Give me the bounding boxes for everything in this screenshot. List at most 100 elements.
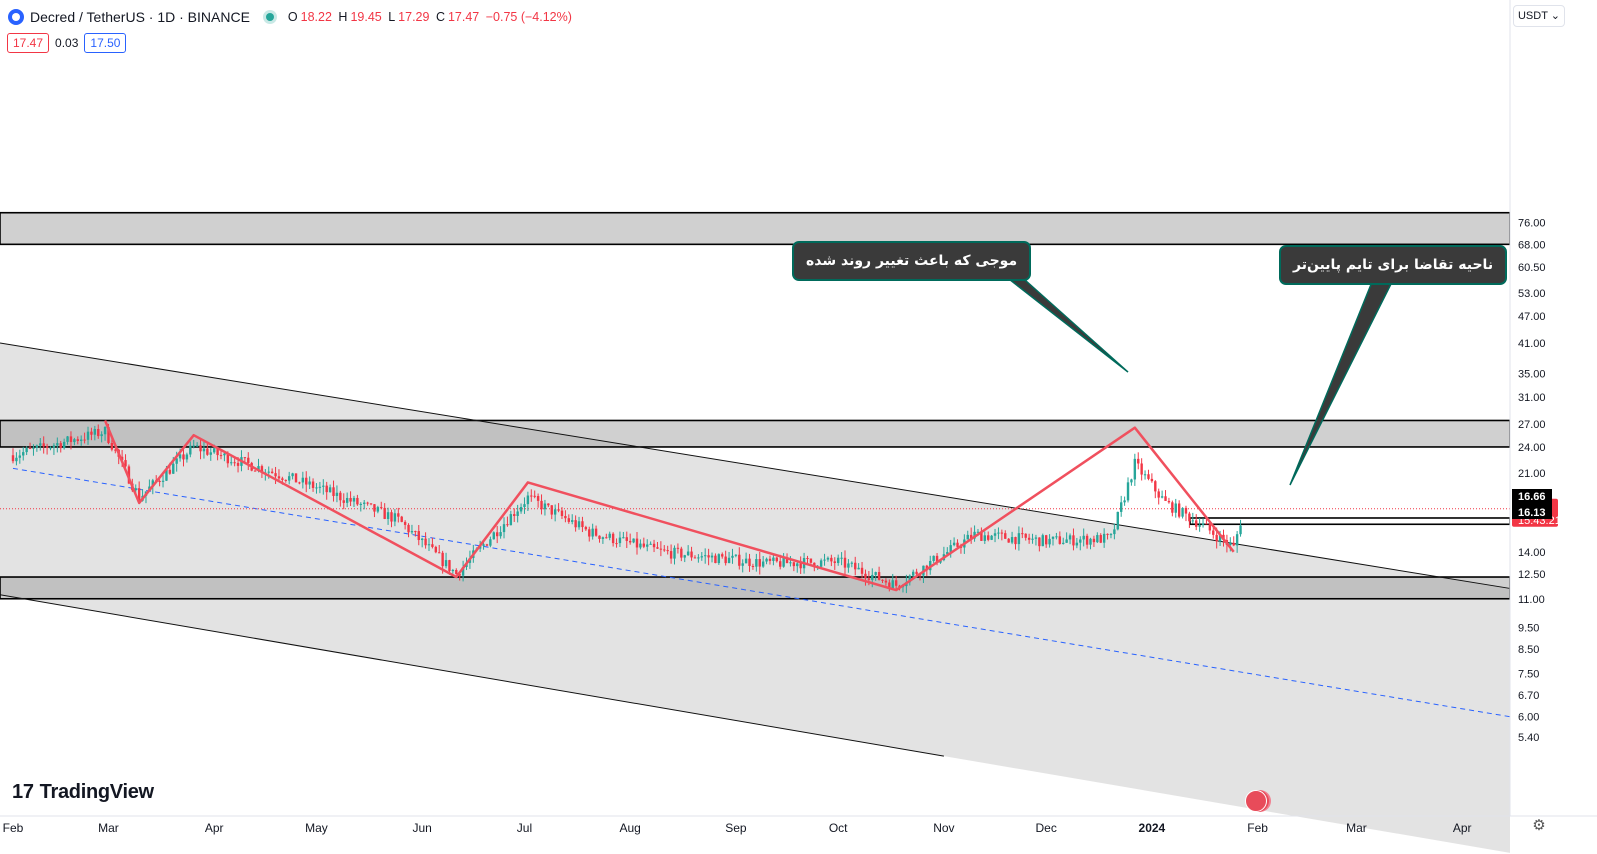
candle-body [867,578,871,580]
candle-body [1027,537,1031,540]
x-tick-label: Apr [205,821,224,835]
candle-body [455,570,458,575]
candle-body [1085,535,1089,545]
candle-body [533,495,536,497]
candle-body [1212,530,1215,535]
candle-body [1123,500,1126,503]
settings-gear-icon[interactable]: ⚙ [1532,817,1546,834]
candle-body [1160,496,1164,498]
candle-body [1164,496,1167,501]
candle-body [932,555,935,561]
candle-body [734,554,738,556]
candle-body [724,556,727,564]
candle-body [1157,491,1160,498]
candle-body [305,477,308,485]
candle-body [530,495,533,497]
candle-body [594,528,598,536]
candle-body [56,443,59,446]
candle-body [782,557,785,567]
demand-annotation[interactable]: ناحیه تقاضا برای تایم پایین‌تر [1279,245,1508,285]
candle-body [66,436,69,442]
candle-body [230,462,233,464]
candle-body [956,542,959,547]
candle-body [485,544,489,546]
candle-body [1106,533,1109,535]
candle-body [830,557,833,562]
zone-2 [0,576,1511,600]
x-tick-label: Jun [413,821,432,835]
candle-body [785,557,789,564]
candle-body [25,448,28,453]
candle-body [707,555,710,558]
candle-body [625,537,628,541]
candle-body [1092,538,1096,543]
candle-body [847,563,850,568]
candle-body [192,445,195,447]
candle-body [836,557,840,563]
candle-body [721,554,724,557]
candle-body [35,445,39,448]
candle-body [1143,474,1147,476]
candle-body [1133,458,1137,480]
candle-body [649,543,652,545]
candle-body [114,449,117,451]
candle-body [1058,536,1062,544]
wave-callout-pointer [997,271,1129,373]
candle-body [840,557,843,559]
candle-body [1031,538,1034,540]
candle-body [366,502,369,504]
candle-body [741,563,744,566]
candle-body [727,557,731,564]
candle-body [1068,535,1072,540]
candle-body [376,507,380,512]
candle-body [165,469,168,481]
candle-body [489,539,492,546]
candle-body [18,455,22,458]
candle-body [1191,520,1195,522]
candle-body [1065,539,1068,543]
candle-body [516,511,519,516]
candle-body [676,547,680,549]
candle-body [571,520,574,522]
candle-body [62,441,66,449]
candle-body [755,559,758,567]
candle-body [987,535,990,540]
candle-body [1188,513,1191,522]
candle-body [1072,535,1075,546]
currency-button[interactable]: USDT ⌄ [1513,5,1565,27]
candle-body [871,574,874,580]
y-tick-label: 60.50 [1518,262,1546,274]
candle-body [386,512,390,519]
candle-body [877,572,881,580]
channel-lower-line [0,594,944,757]
x-tick-label: Feb [3,821,24,835]
symbol-title[interactable]: Decred / TetherUS · 1D · BINANCE [30,9,250,25]
candle-body [499,532,502,537]
wave-pattern-line [103,420,1235,592]
candle-body [1055,536,1058,538]
candle-body [990,535,993,540]
wave-annotation[interactable]: موجی که باعث تغییر روند شده [792,241,1032,281]
y-tick-label: 6.00 [1518,712,1539,724]
candle-body [1099,535,1102,543]
buy-button[interactable]: 17.50 [84,33,127,53]
candle-body [236,462,240,466]
channel-upper-line [0,342,1511,589]
economic-events-icon[interactable] [1245,790,1267,812]
candle-body [281,478,284,480]
candle-body [714,555,717,564]
candle-body [686,551,690,556]
candle-body [553,509,557,515]
candle-body [543,503,547,510]
candle-body [277,476,281,479]
candle-body [738,554,741,566]
y-tick-label: 12.50 [1518,569,1546,581]
candle-body [775,557,779,562]
y-tick-label: 27.00 [1518,419,1546,431]
sell-button[interactable]: 17.47 [7,33,50,53]
candle-body [247,457,250,463]
candle-body [103,427,107,435]
candle-body [639,543,642,548]
candle-body [369,503,373,505]
